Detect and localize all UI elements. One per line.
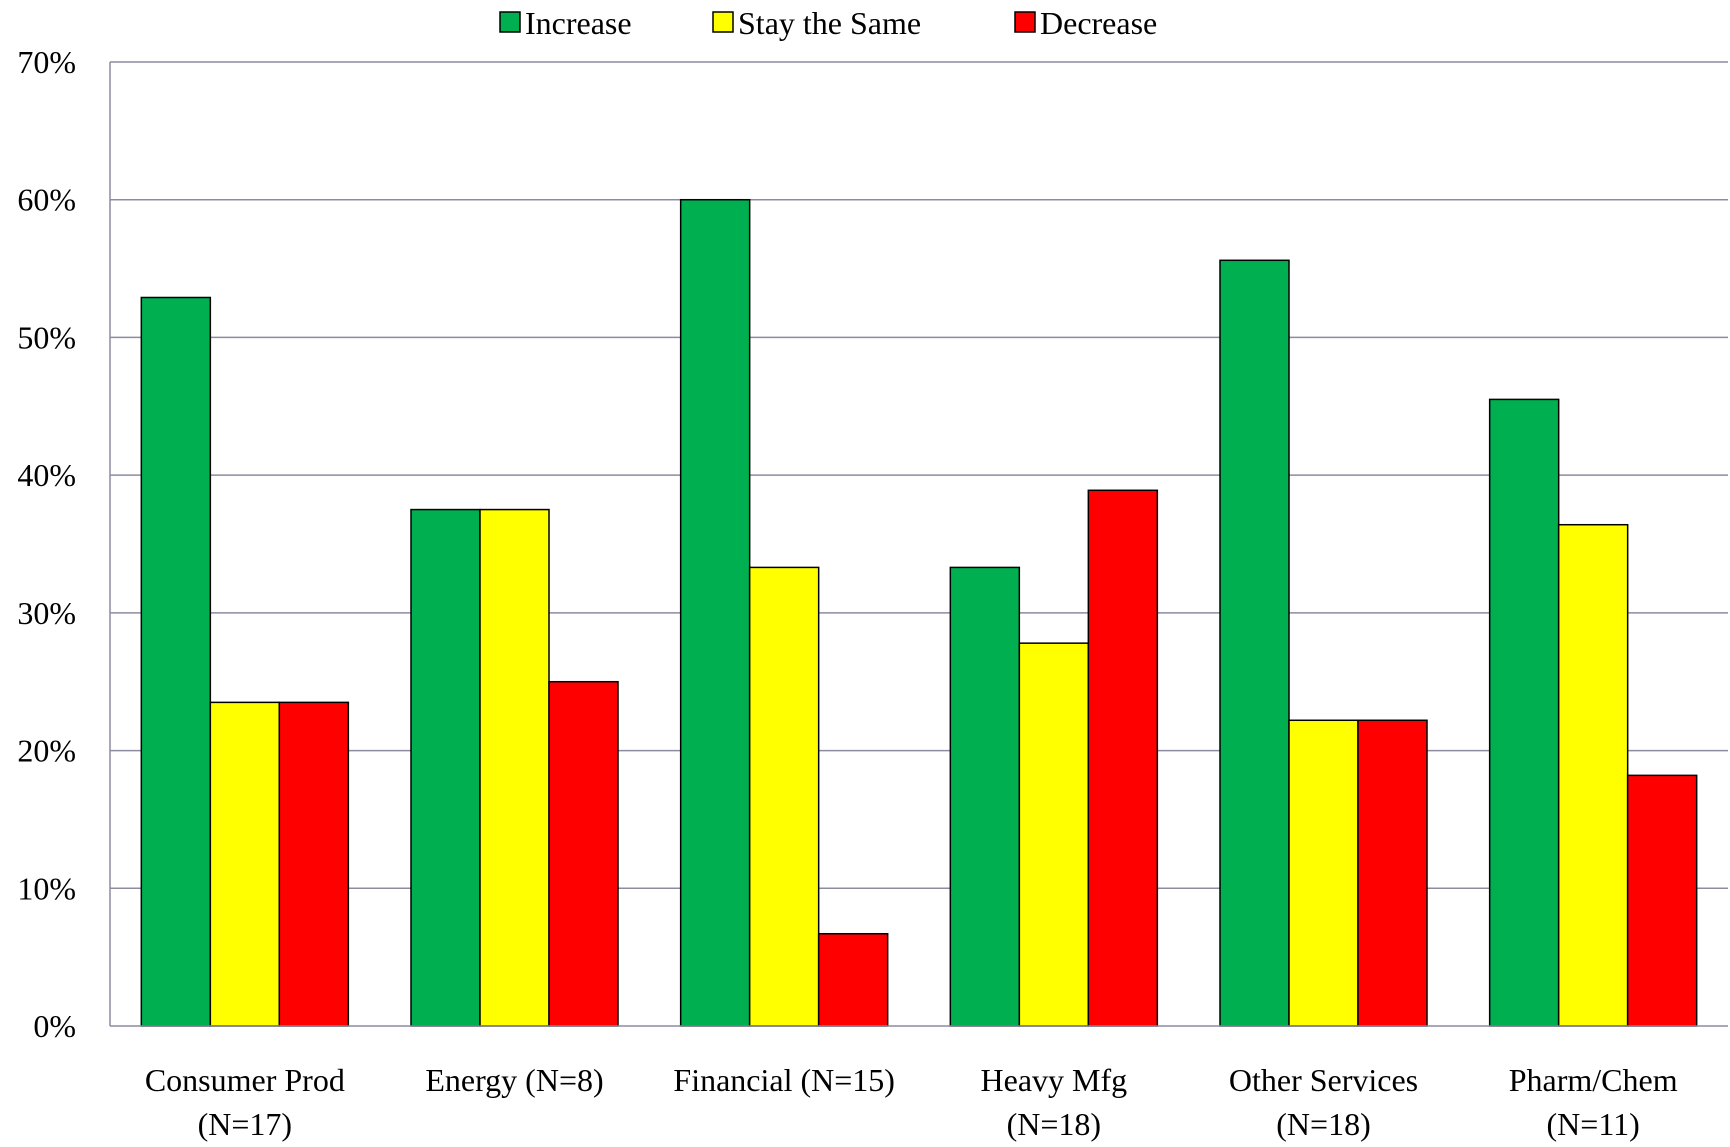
axes: 0% 10% 20% 30% 40% 50% 60% 70% Consumer Prod (N=1… <box>17 44 1728 1142</box>
bar-increase <box>1219 259 1290 1027</box>
y-tick-label: 40% <box>17 457 76 493</box>
x-tick-label: (N=11) <box>1547 1106 1640 1142</box>
y-tick-label: 20% <box>17 733 76 769</box>
bar-increase <box>1488 398 1560 1027</box>
legend-swatch <box>712 11 734 33</box>
x-tick-label: Financial (N=15) <box>673 1062 895 1098</box>
bar-decrease <box>817 932 889 1027</box>
bar-stay-the-same <box>1557 523 1629 1027</box>
x-tick-label: (N=18) <box>1007 1106 1101 1142</box>
bar-stay-the-same <box>748 566 820 1027</box>
legend-swatch <box>1014 11 1036 33</box>
bar-stay-the-same <box>479 508 550 1027</box>
bars <box>140 198 1698 1027</box>
bar-stay-the-same <box>1288 719 1359 1027</box>
bar-increase <box>949 566 1021 1027</box>
legend: Increase Stay the Same Decrease <box>499 5 1157 41</box>
x-tick-label: Pharm/Chem <box>1509 1062 1678 1098</box>
x-tick-label: (N=18) <box>1276 1106 1370 1142</box>
bar-decrease <box>1357 719 1428 1027</box>
legend-label: Stay the Same <box>738 5 921 41</box>
bar-decrease <box>1087 489 1159 1027</box>
y-tick-label: 50% <box>17 319 76 355</box>
x-tick-label: Consumer Prod <box>145 1062 345 1098</box>
y-tick-label: 0% <box>33 1008 76 1044</box>
bar-stay-the-same <box>209 701 281 1027</box>
bar-decrease <box>548 680 619 1027</box>
bar-increase <box>140 296 212 1027</box>
legend-swatch <box>499 11 521 33</box>
legend-label: Decrease <box>1040 5 1157 41</box>
bar-decrease <box>1626 774 1698 1027</box>
gridlines <box>110 61 1728 890</box>
y-tick-label: 60% <box>17 182 76 218</box>
bar-increase <box>410 508 481 1027</box>
y-tick-label: 30% <box>17 595 76 631</box>
bar-increase <box>679 198 751 1027</box>
x-tick-label: (N=17) <box>198 1106 292 1142</box>
x-tick-label: Energy (N=8) <box>425 1062 603 1098</box>
bar-decrease <box>278 701 350 1027</box>
y-tick-label: 10% <box>17 870 76 906</box>
y-tick-label: 70% <box>17 44 76 80</box>
x-tick-label: Other Services <box>1229 1062 1418 1098</box>
x-tick-label: Heavy Mfg <box>981 1062 1128 1098</box>
bar-stay-the-same <box>1018 642 1090 1027</box>
legend-label: Increase <box>525 5 632 41</box>
